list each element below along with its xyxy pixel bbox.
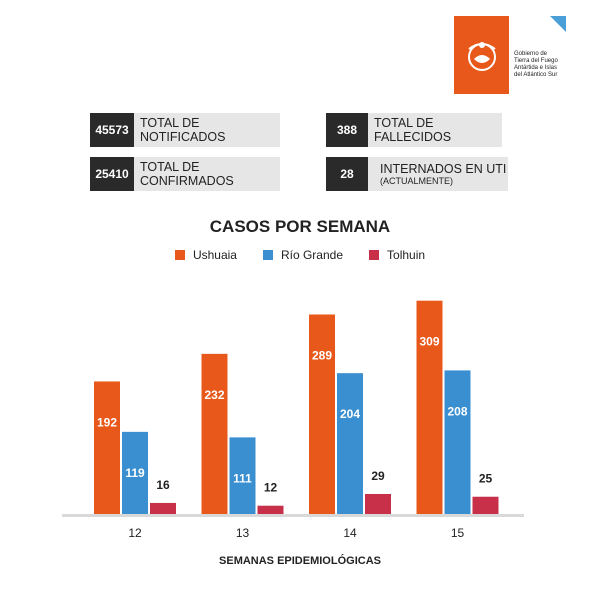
logo-line: Tierra del Fuego [514,58,558,64]
coat-of-arms-icon [467,42,496,71]
logo-line: del Atlántico Sur [514,72,558,78]
bar-value-label: 204 [340,407,360,421]
stat-internados-uti: 28 INTERNADOS EN UTI (ACTUALMENTE) [326,157,508,191]
stat-value: 28 [326,157,368,191]
x-tick-label: 15 [451,526,465,540]
stat-value: 45573 [90,113,134,147]
bar-value-label: 119 [125,466,145,480]
bar-tolhuin [257,505,284,514]
government-name: Gobierno de Tierra del Fuego Antártida e… [514,51,584,79]
stat-label-box: TOTAL DE FALLECIDOS [368,113,502,147]
stat-label: TOTAL DE NOTIFICADOS [140,116,226,144]
legend-item-tolhuin: Tolhuin [369,248,425,262]
x-tick-label: 12 [128,526,142,540]
x-axis-title: SEMANAS EPIDEMIOLÓGICAS [219,555,381,567]
chart-legend: Ushuaia Río Grande Tolhuin [0,248,600,262]
bar-ushuaia [201,353,228,514]
stat-label-box: INTERNADOS EN UTI (ACTUALMENTE) [368,157,508,191]
x-axis-baseline [62,514,524,517]
government-logo [454,16,509,94]
bar-value-label: 309 [419,335,439,349]
bar-rio-grande [122,431,148,514]
stat-label: TOTAL DE CONFIRMADOS [140,160,234,188]
stat-sublabel: (ACTUALMENTE) [380,176,454,186]
legend-swatch [262,250,273,260]
bar-value-label: 16 [156,478,170,492]
stat-notificados: 45573 TOTAL DE NOTIFICADOS [90,113,280,147]
bar-value-label: 29 [371,469,385,483]
stat-label: INTERNADOS EN UTI [380,162,507,176]
bar-rio-grande [444,370,471,514]
stat-confirmados: 25410 TOTAL DE CONFIRMADOS [90,157,280,191]
legend-label: Ushuaia [192,248,237,262]
bar-rio-grande [229,437,256,514]
bar-value-label: 12 [264,481,278,495]
x-tick-label: 14 [343,526,357,540]
bar-value-label: 208 [447,404,467,418]
bar-value-label: 111 [233,471,252,485]
legend-item-rio-grande: Río Grande [262,248,344,262]
logo-line: Gobierno de [514,51,548,57]
bar-ushuaia [94,381,120,514]
stat-label-box: TOTAL DE CONFIRMADOS [134,157,280,191]
logo-line: Antártida e Islas [514,65,558,71]
stat-fallecidos: 388 TOTAL DE FALLECIDOS [326,113,502,147]
bar-rio-grande [337,373,363,514]
legend-label: Río Grande [280,248,344,262]
legend-label: Tolhuin [387,248,426,262]
bar-ushuaia [416,300,443,514]
legend-swatch [369,250,380,260]
stat-value: 388 [326,113,368,147]
bar-value-label: 25 [479,472,493,486]
legend-swatch [174,250,185,260]
bar-value-label: 192 [97,415,117,429]
corner-triangle-icon [550,16,566,32]
legend-item-ushuaia: Ushuaia [174,248,237,262]
stat-label: TOTAL DE FALLECIDOS [374,116,452,144]
bar-tolhuin [150,502,176,514]
bar-ushuaia [309,314,335,514]
bar-value-label: 289 [312,348,332,362]
chart-title: CASOS POR SEMANA [209,217,391,236]
bar-tolhuin [472,496,499,514]
stat-label-box: TOTAL DE NOTIFICADOS [134,113,280,147]
bar-tolhuin [365,493,391,514]
bar-value-label: 232 [204,388,224,402]
x-tick-label: 13 [236,526,250,540]
stat-value: 25410 [90,157,134,191]
